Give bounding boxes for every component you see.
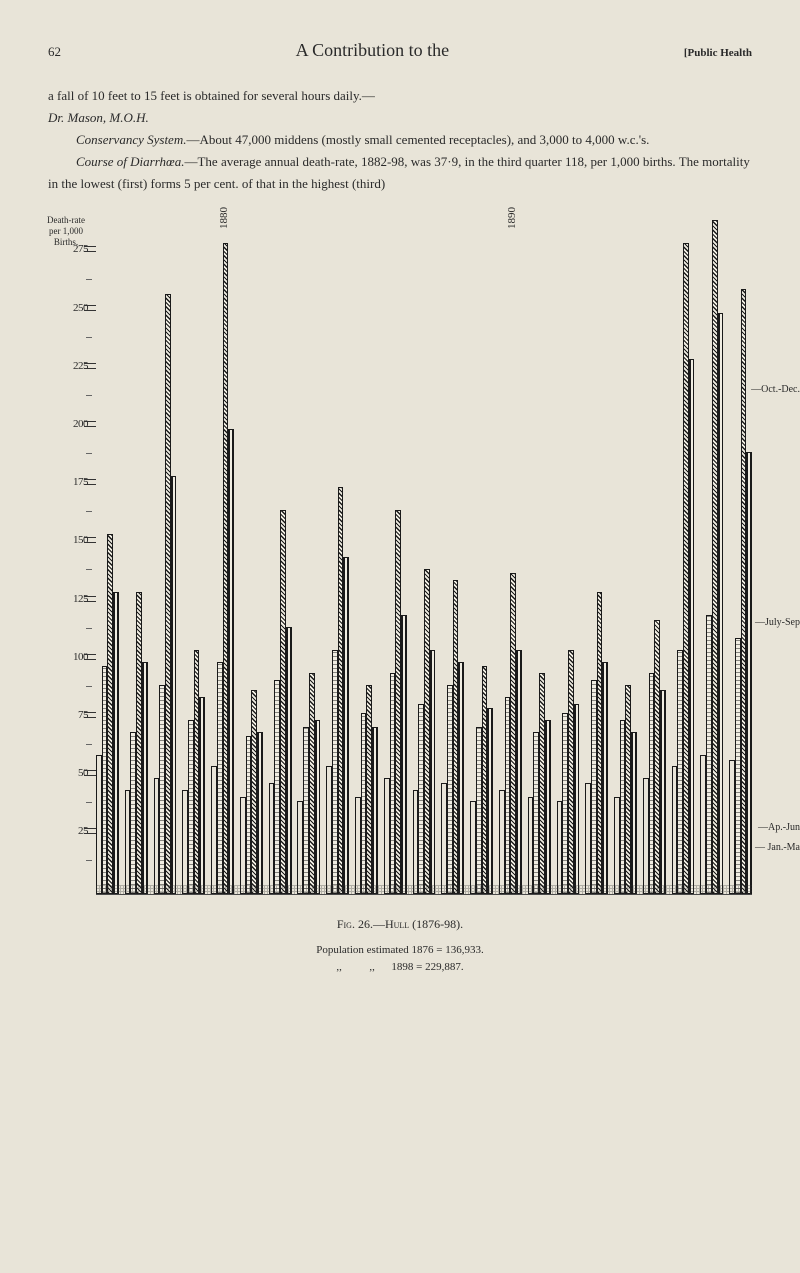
year-axis-label: 1890 <box>506 207 518 229</box>
bar <box>516 650 522 894</box>
bar <box>142 662 148 895</box>
para3-label: Course of Diarrhœa. <box>76 154 184 169</box>
year-group <box>700 220 723 895</box>
year-group <box>211 243 234 895</box>
bar-groups <box>96 254 752 894</box>
bar <box>574 704 580 895</box>
year-group <box>154 294 177 894</box>
page-header: 62 A Contribution to the [Public Health <box>48 40 752 61</box>
year-group <box>355 685 378 894</box>
figure-caption: Fig. 26.—Hull (1876-98). <box>48 917 752 932</box>
year-group <box>240 690 263 895</box>
bar <box>372 727 378 895</box>
bar <box>113 592 119 895</box>
bar <box>746 452 752 894</box>
quarter-label: —Oct.-Dec. <box>751 384 800 395</box>
bar <box>430 650 436 894</box>
quarter-label: — Jan.-Ma <box>755 842 800 853</box>
year-group <box>297 673 320 894</box>
bar <box>487 708 493 894</box>
year-group <box>441 580 464 894</box>
y-label-1: Death-rate <box>40 215 92 226</box>
year-group <box>614 685 637 894</box>
para2-rest: —About 47,000 middens (mostly small ceme… <box>186 132 649 147</box>
bar <box>343 557 349 894</box>
para2-label: Conservancy System. <box>76 132 186 147</box>
para1: a fall of 10 feet to 15 feet is obtained… <box>48 88 375 103</box>
year-group <box>528 673 551 894</box>
bar <box>689 359 695 894</box>
year-group <box>672 243 695 895</box>
body-text: a fall of 10 feet to 15 feet is obtained… <box>48 85 752 195</box>
bar <box>315 720 321 895</box>
author-line: Dr. Mason, M.O.H. <box>48 110 149 125</box>
year-group <box>470 666 493 894</box>
year-group <box>326 487 349 894</box>
year-group <box>269 510 292 894</box>
year-group <box>96 534 119 895</box>
pop-line-1: Population estimated 1876 = 136,933. <box>48 942 752 959</box>
y-axis-ticks: 275250225200175150125100755025 <box>48 249 90 889</box>
pop-line-2: ,, ,, 1898 = 229,887. <box>48 959 752 976</box>
bar <box>401 615 407 894</box>
year-group <box>643 620 666 895</box>
header-title: A Contribution to the <box>296 40 450 61</box>
bar <box>545 720 551 895</box>
bar <box>458 662 464 895</box>
year-group <box>384 510 407 894</box>
bar <box>257 732 263 895</box>
chart: Death-rate per 1,000 Births. 27525022520… <box>48 215 752 895</box>
quarter-label: —Ap.-Jun <box>758 822 800 833</box>
year-group <box>413 569 436 895</box>
header-right: [Public Health <box>684 47 752 59</box>
year-group <box>499 573 522 894</box>
page-number: 62 <box>48 44 61 60</box>
year-axis-label: 1880 <box>218 207 230 229</box>
year-group <box>729 289 752 894</box>
y-label-2: per 1,000 <box>40 226 92 237</box>
bar <box>602 662 608 895</box>
year-group <box>557 650 580 894</box>
year-group <box>125 592 148 895</box>
year-group <box>585 592 608 895</box>
bar <box>199 697 205 895</box>
bar <box>228 429 234 894</box>
year-group <box>182 650 205 894</box>
bar <box>171 476 177 895</box>
quarter-label: —July-Sep <box>755 617 800 628</box>
bar <box>718 313 724 895</box>
chart-area: —Oct.-Dec.—July-Sep—Ap.-Jun— Jan.-Ma 188… <box>96 215 752 895</box>
population-note: Population estimated 1876 = 136,933. ,, … <box>48 942 752 975</box>
bar <box>660 690 666 895</box>
bar <box>631 732 637 895</box>
bar <box>286 627 292 895</box>
baseline <box>96 885 752 895</box>
